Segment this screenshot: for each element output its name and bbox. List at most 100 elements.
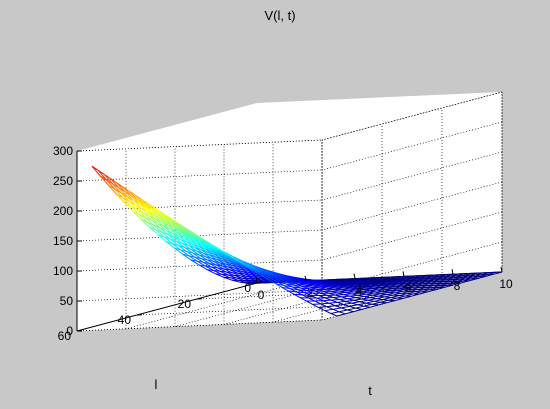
mesh-line <box>120 192 130 202</box>
mesh-line <box>165 214 172 220</box>
mesh-line <box>374 300 381 303</box>
mesh-line <box>238 272 245 275</box>
mesh-line <box>194 239 201 244</box>
mesh-line <box>339 290 346 294</box>
mesh-line <box>292 286 299 291</box>
mesh-line <box>329 282 336 285</box>
mesh-line <box>174 247 181 251</box>
mesh-line <box>294 277 302 280</box>
mesh-line <box>354 285 361 288</box>
mesh-line <box>244 273 251 276</box>
mesh-line <box>99 175 107 181</box>
mesh-line <box>355 305 364 309</box>
mesh-line <box>382 291 389 293</box>
mesh-line <box>243 261 250 266</box>
mesh-line <box>153 224 163 233</box>
mesh-line <box>343 303 350 307</box>
mesh-line <box>227 259 234 263</box>
mesh-line <box>223 255 230 259</box>
mesh-line <box>337 292 344 296</box>
mesh-line <box>341 307 348 311</box>
mesh-line <box>174 247 184 255</box>
mesh-line <box>176 240 185 248</box>
mesh-line <box>185 229 193 234</box>
t-tick <box>353 273 356 279</box>
mesh-line <box>290 281 297 285</box>
mesh-line <box>139 214 148 223</box>
mesh-line <box>233 267 241 270</box>
mesh-line <box>198 239 205 244</box>
mesh-line <box>192 237 199 241</box>
grid-line <box>76 289 323 302</box>
mesh-line <box>314 300 321 305</box>
mesh-line <box>245 262 252 267</box>
mesh-line <box>302 280 310 284</box>
mesh-line <box>145 217 152 221</box>
axis-line <box>76 282 258 332</box>
mesh-line <box>216 252 224 256</box>
box-edge <box>76 139 323 152</box>
mesh-line <box>312 303 319 308</box>
mesh-line <box>269 273 277 278</box>
mesh-line <box>298 289 305 294</box>
mesh-line <box>380 301 387 304</box>
mesh-line <box>196 242 203 247</box>
mesh-line <box>359 299 369 303</box>
grid-line <box>76 169 323 182</box>
x-axis-label: t <box>368 383 372 398</box>
mesh-line <box>257 268 264 272</box>
mesh-line <box>363 303 373 307</box>
mesh-line <box>122 186 130 192</box>
mesh-line <box>259 268 267 272</box>
grid-line <box>272 273 454 323</box>
mesh-line <box>327 281 335 283</box>
mesh-line <box>106 179 113 185</box>
mesh-line <box>329 292 336 296</box>
mesh-line <box>207 269 216 275</box>
mesh-line <box>353 308 362 313</box>
mesh-line <box>132 199 140 205</box>
mesh-line <box>318 307 325 312</box>
mesh-line <box>364 295 371 299</box>
mesh-line <box>134 194 142 200</box>
mesh-line <box>281 286 289 292</box>
mesh-line <box>132 211 142 220</box>
mesh-line <box>326 305 336 308</box>
mesh-line <box>153 214 160 219</box>
t-tick <box>402 271 405 277</box>
mesh-line <box>188 255 196 258</box>
mesh-line <box>366 287 373 290</box>
mesh-line <box>128 200 136 206</box>
mesh-line <box>331 285 338 288</box>
mesh-line <box>232 257 240 263</box>
mesh-line <box>130 194 138 200</box>
mesh-line <box>198 246 206 250</box>
mesh-line <box>202 245 210 249</box>
mesh-line <box>116 194 126 204</box>
mesh-line <box>157 213 164 219</box>
mesh-line <box>141 219 148 223</box>
mesh-line <box>345 300 352 304</box>
mesh-line <box>361 298 369 301</box>
z-tick-label: 50 <box>60 294 74 308</box>
mesh-line <box>167 234 175 238</box>
mesh-line <box>171 218 179 224</box>
mesh-line <box>209 262 216 266</box>
mesh-line <box>186 251 196 258</box>
mesh-line <box>167 217 175 223</box>
grid-line <box>76 319 323 332</box>
mesh-line <box>280 275 287 279</box>
mesh-line <box>317 283 324 286</box>
mesh-line <box>141 219 151 228</box>
mesh-line <box>349 288 357 291</box>
mesh-line <box>320 302 330 305</box>
grid-line <box>321 241 503 291</box>
mesh-line <box>148 206 156 212</box>
mesh-line <box>290 277 297 281</box>
mesh-line <box>370 289 377 292</box>
mesh-line <box>372 294 379 297</box>
mesh-line <box>166 241 173 245</box>
mesh-line <box>345 311 354 315</box>
